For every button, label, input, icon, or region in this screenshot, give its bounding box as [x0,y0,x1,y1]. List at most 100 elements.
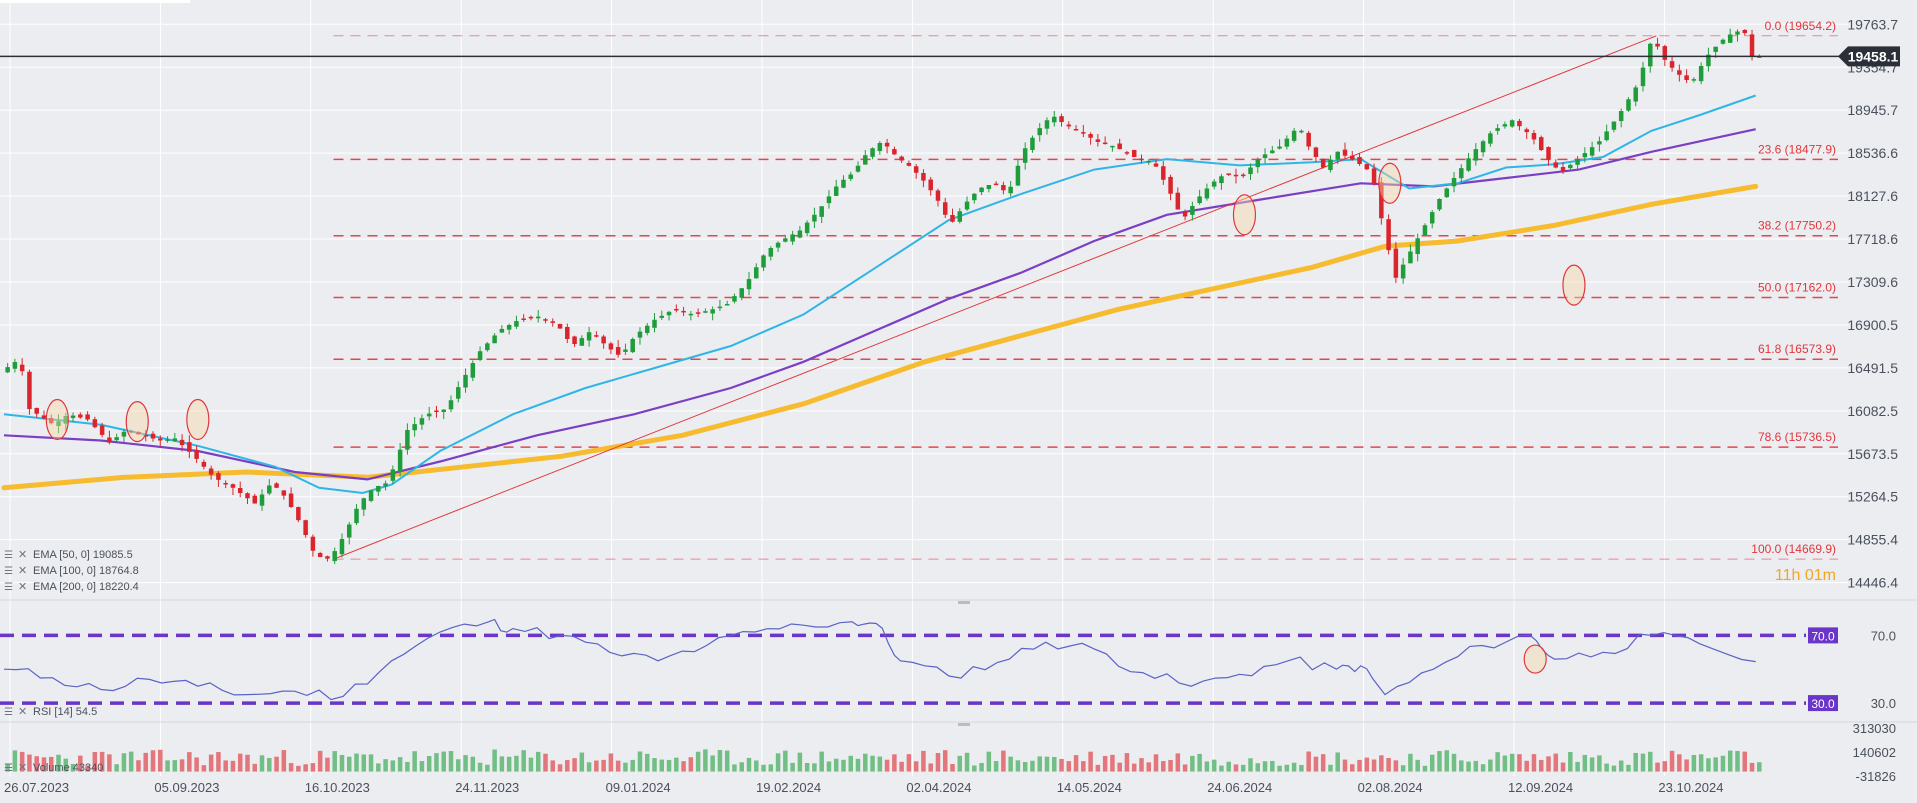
candle-body [368,490,374,501]
candle-body [565,326,570,339]
volume-bar [1400,765,1406,772]
pane-resize-handle[interactable] [958,723,970,726]
volume-bar [27,754,32,772]
volume-bar [237,753,243,772]
volume-bar [1110,754,1115,772]
close-icon[interactable]: ✕ [18,762,27,774]
candle-body [1030,137,1035,150]
legend-ema-50[interactable]: ☰ ✕ EMA [50, 0] 19085.5 [4,549,133,561]
candle-body [1153,163,1159,167]
candle-body [812,214,817,222]
time-tick-label: 02.08.2024 [1358,780,1423,795]
volume-bar [12,750,18,772]
volume-bar [107,754,112,772]
settings-icon[interactable]: ☰ [4,550,13,561]
volume-bar [252,763,258,772]
candle-body [1226,173,1231,175]
volume-bar [1219,765,1224,772]
candle-body [1342,149,1348,156]
volume-tick-label: 140602 [1853,745,1896,760]
candle-body [1240,174,1246,177]
volume-bar [1459,760,1464,772]
candle-body [1102,142,1108,145]
volume-bar [833,758,839,772]
candle-body [187,442,192,452]
volume-bar [70,763,76,772]
rsi-tick-label: 30.0 [1871,696,1896,711]
close-icon[interactable]: ✕ [18,706,27,718]
candle-body [303,520,308,535]
candle-body [376,486,381,492]
current-price-tag: 19458.1 [0,46,1900,67]
candle-body [296,507,301,521]
candle-body [1059,116,1064,122]
candle-body [543,319,548,321]
candle-body [1081,132,1086,134]
volume-bar [594,760,599,772]
candle-body [179,439,185,446]
volume-bar [1415,759,1420,772]
candle-body [1502,124,1508,127]
volume-bar [477,762,483,772]
close-icon[interactable]: ✕ [18,565,27,577]
candle-body [412,424,417,431]
volume-bar [1466,761,1471,772]
candle-body [1408,251,1413,264]
volume-bar [368,754,374,772]
volume-bar [267,757,272,772]
candle-body [659,315,665,318]
volume-bar [441,751,446,772]
candle-body [1589,147,1595,156]
volume-bar [972,765,977,772]
pane-resize-handle[interactable] [958,601,970,604]
volume-bar [1488,759,1493,772]
volume-bar [1495,752,1500,772]
settings-icon[interactable]: ☰ [4,566,13,577]
candle-body [499,328,505,333]
candle-body [601,336,606,344]
volume-bar [1153,754,1159,772]
candle-body [1262,154,1268,159]
settings-icon[interactable]: ☰ [4,763,13,774]
settings-icon[interactable]: ☰ [4,582,13,593]
candle-body [514,321,519,327]
volume-bar [1742,751,1748,772]
candle-body [1044,120,1050,129]
volume-bar [325,757,330,772]
volume-bar [1589,757,1595,772]
settings-icon[interactable]: ☰ [4,707,13,718]
candle-body [470,363,476,378]
candle-body [1713,46,1718,52]
volume-bar [1757,762,1762,772]
close-icon[interactable]: ✕ [18,549,27,561]
candle-body [746,279,752,290]
close-icon[interactable]: ✕ [18,581,27,593]
volume-bar [666,759,672,772]
fib-level-label: 100.0 (14669.9) [1751,542,1836,556]
volume-bar [376,763,381,772]
candle-body [623,349,628,352]
volume-bar [1197,753,1202,772]
legend-ema-100[interactable]: ☰ ✕ EMA [100, 0] 18764.8 [4,565,139,577]
time-tick-label: 02.04.2024 [906,780,971,795]
candle-body [1219,176,1224,184]
volume-bar [586,762,592,772]
candle-body [1640,67,1646,87]
candle-body [1466,158,1471,171]
candle-body [41,415,47,419]
volume-bar [1451,753,1457,772]
candle-body [950,214,955,222]
candle-body [717,306,723,309]
volume-bar [804,762,810,772]
candle-body [85,414,90,420]
candle-body [594,335,599,337]
volume-bar [143,752,148,772]
volume-bar [601,759,606,772]
candle-body [121,431,127,437]
candle-body [972,193,977,201]
candle-body [216,473,221,480]
legend-ema-200[interactable]: ☰ ✕ EMA [200, 0] 18220.4 [4,581,139,593]
candle-body [630,339,635,353]
rsi-tick-label: 70.0 [1871,628,1896,643]
